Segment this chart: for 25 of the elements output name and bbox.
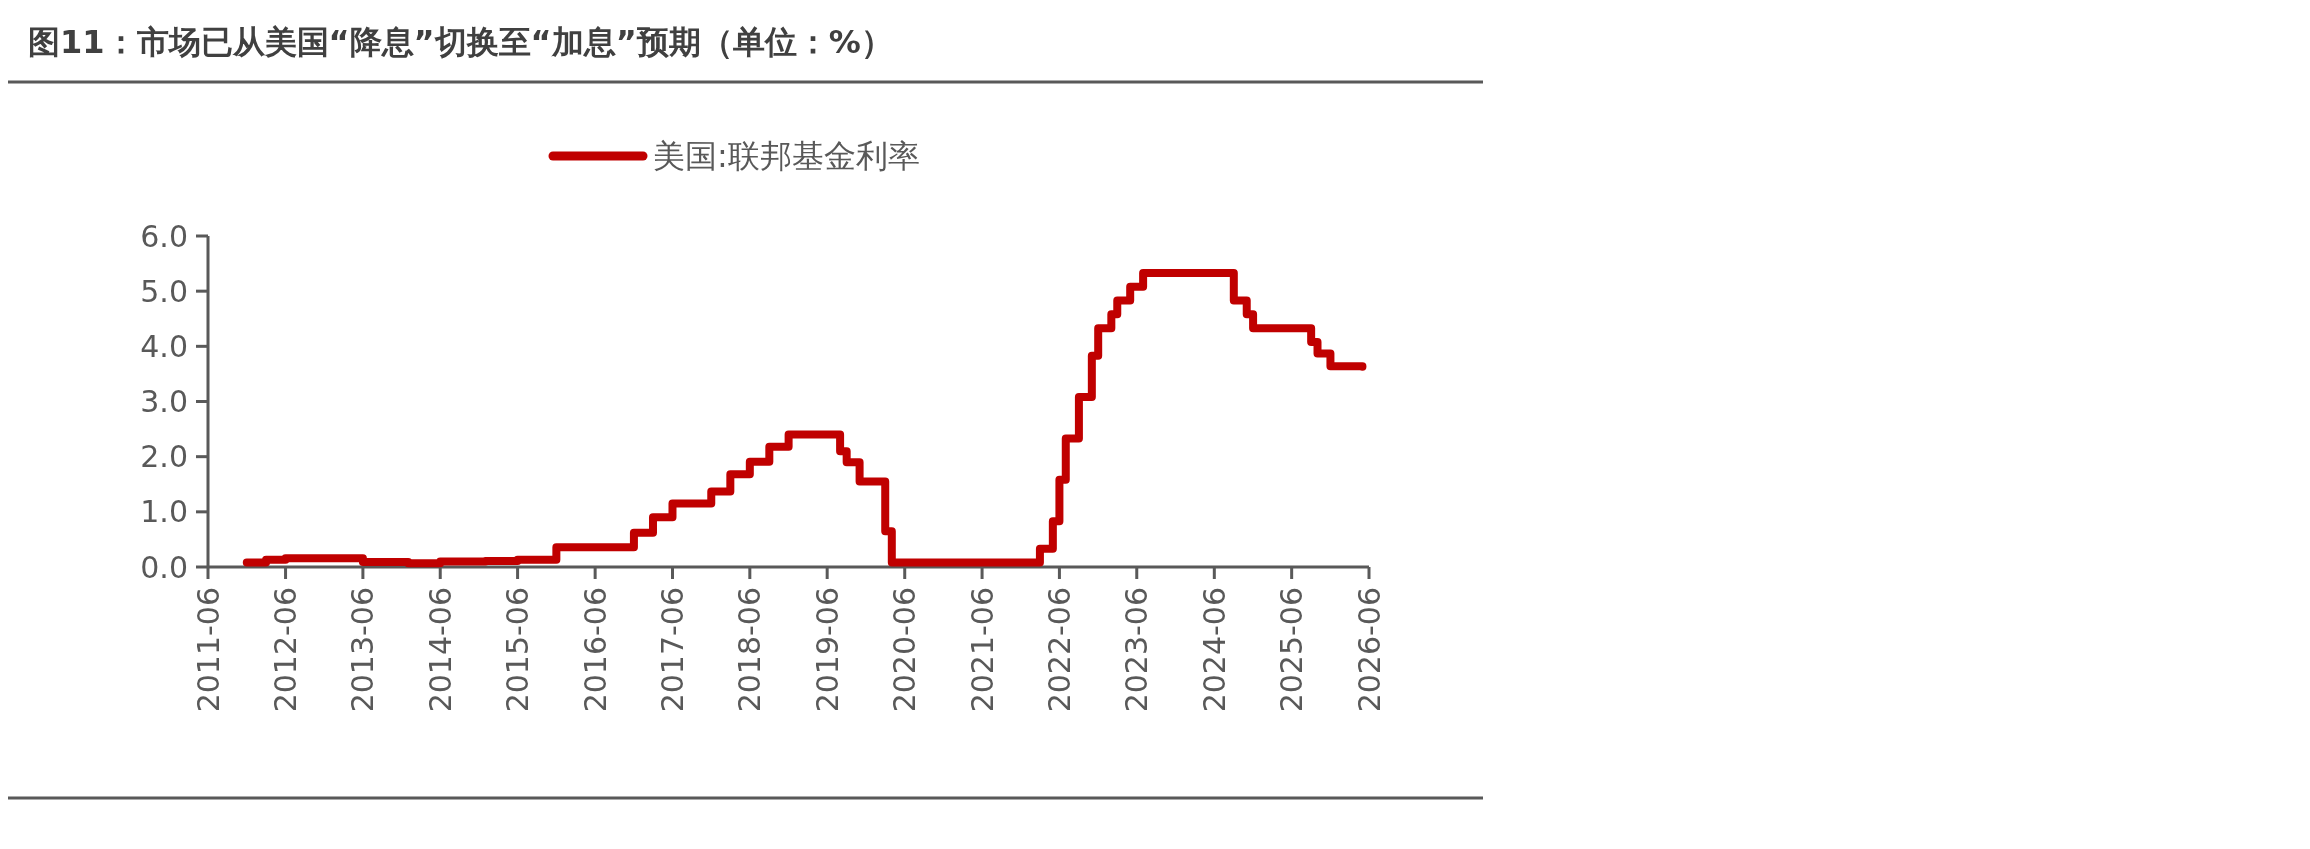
x-tick-label: 2014-06 <box>422 587 458 713</box>
x-tick-label: 2021-06 <box>964 587 1000 713</box>
x-tick-label: 2025-06 <box>1274 587 1310 713</box>
y-tick-label: 1.0 <box>140 494 188 530</box>
y-tick-label: 6.0 <box>140 218 188 254</box>
x-tick-label: 2024-06 <box>1196 587 1232 713</box>
y-tick-label: 0.0 <box>140 549 188 585</box>
x-tick-label: 2012-06 <box>268 587 304 713</box>
y-tick-label: 5.0 <box>140 273 188 309</box>
y-tick-label: 2.0 <box>140 439 188 475</box>
chart-title: 图11：市场已从美国“降息”切换至“加息”预期（单位：%） <box>28 23 893 61</box>
x-tick-label: 2013-06 <box>345 587 381 713</box>
legend-label: 美国:联邦基金利率 <box>653 137 920 176</box>
x-tick-label: 2011-06 <box>190 587 226 713</box>
x-tick-label: 2019-06 <box>809 587 845 713</box>
x-tick-label: 2015-06 <box>500 587 536 713</box>
x-tick-label: 2023-06 <box>1119 587 1155 713</box>
x-tick-label: 2017-06 <box>654 587 690 713</box>
y-tick-label: 4.0 <box>140 328 188 364</box>
y-tick-label: 3.0 <box>140 384 188 419</box>
x-tick-label: 2026-06 <box>1351 587 1387 713</box>
x-tick-label: 2016-06 <box>577 587 613 713</box>
x-tick-label: 2018-06 <box>732 587 768 713</box>
x-tick-label: 2022-06 <box>1041 587 1077 713</box>
x-tick-label: 2020-06 <box>887 587 923 713</box>
